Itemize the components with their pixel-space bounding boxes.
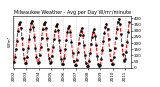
Y-axis label: W/m²: W/m² — [7, 36, 11, 47]
Title: Milwaukee Weather - Avg per Day W/m²/minute: Milwaukee Weather - Avg per Day W/m²/min… — [13, 10, 131, 15]
